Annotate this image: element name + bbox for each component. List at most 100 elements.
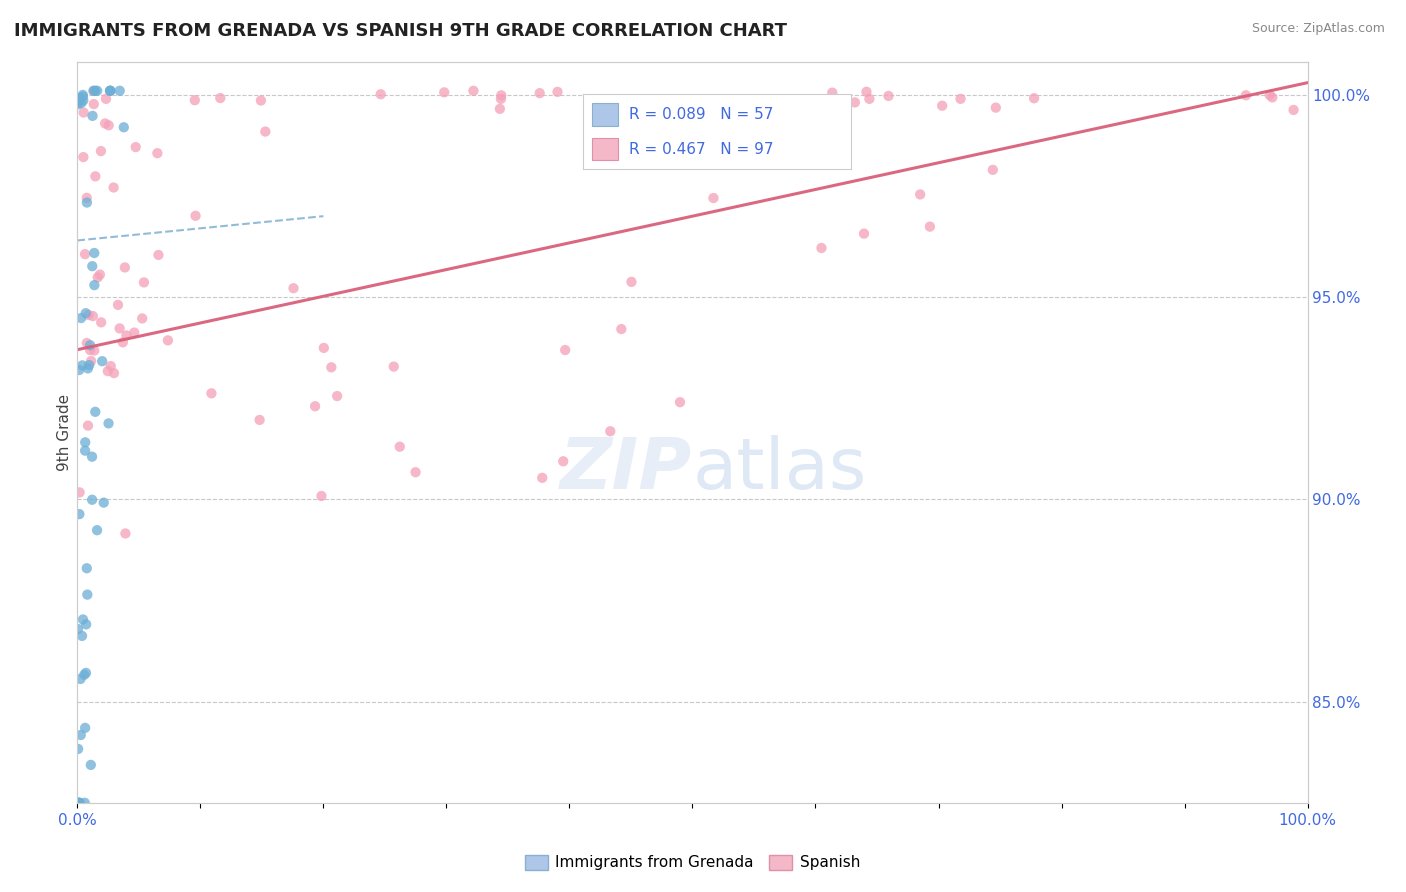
Point (108, 84, 131, 98)
Point (382, 359, 405, 374)
Point (115, 328, 138, 343)
Point (669, 395, 692, 409)
Point (489, 92, 512, 106)
Point (76, 588, 98, 602)
Point (80, 758, 103, 772)
Point (82, 309, 104, 323)
Point (249, 413, 271, 427)
Point (75, 721, 97, 735)
Point (112, 120, 135, 135)
Point (76, 191, 98, 205)
Point (1261, 90, 1284, 104)
Point (100, 84, 122, 98)
Point (111, 335, 134, 350)
Point (77, 308, 100, 322)
Point (69, 796, 91, 810)
Point (94, 92, 117, 106)
Point (69, 672, 91, 686)
Point (70, 311, 93, 326)
Point (91, 354, 114, 368)
Point (76, 361, 98, 376)
Point (86, 523, 108, 537)
Point (131, 311, 153, 326)
Point (200, 386, 222, 401)
Point (949, 92, 972, 106)
Point (67, 742, 90, 756)
Point (918, 219, 941, 234)
Point (311, 489, 333, 503)
Point (82, 109, 104, 123)
Point (529, 86, 551, 100)
Point (86, 270, 108, 285)
Point (610, 322, 633, 336)
Text: atlas: atlas (693, 435, 868, 504)
Point (72, 359, 94, 373)
Point (132, 276, 155, 290)
Point (82, 492, 104, 507)
Point (100, 359, 122, 373)
Point (98, 84, 121, 98)
Point (97, 364, 120, 378)
Point (69, 728, 91, 742)
Bar (592, 137, 619, 161)
Point (326, 389, 349, 403)
Point (599, 424, 621, 438)
Point (75, 665, 97, 680)
Point (66, 796, 89, 810)
Point (405, 465, 427, 479)
Point (107, 298, 129, 312)
Point (67, 796, 90, 810)
Point (97, 118, 120, 132)
Point (531, 471, 554, 485)
Point (370, 87, 392, 102)
Point (600, 142, 623, 156)
Point (433, 86, 456, 100)
Point (83, 97, 105, 112)
Point (83, 246, 105, 260)
Point (90, 144, 112, 158)
Point (1022, 91, 1045, 105)
Point (79, 338, 101, 352)
Point (810, 241, 832, 255)
Point (184, 93, 207, 107)
Point (103, 180, 125, 194)
Point (877, 89, 900, 103)
Text: Source: ZipAtlas.com: Source: ZipAtlas.com (1251, 22, 1385, 36)
Point (77, 358, 100, 372)
Point (73, 796, 96, 810)
Point (72, 87, 94, 102)
Point (69, 91, 91, 105)
Point (620, 275, 643, 289)
Point (463, 84, 485, 98)
Point (93, 495, 115, 509)
Point (908, 187, 931, 202)
Point (1234, 88, 1257, 103)
Point (66, 622, 89, 636)
Point (72, 89, 94, 103)
Text: R = 0.089   N = 57: R = 0.089 N = 57 (628, 107, 773, 121)
Point (72, 94, 94, 108)
Text: R = 0.467   N = 97: R = 0.467 N = 97 (628, 142, 773, 156)
Point (94, 116, 117, 130)
Point (83, 84, 105, 98)
Point (146, 146, 169, 161)
Point (114, 526, 136, 541)
Point (83, 343, 105, 358)
Point (855, 85, 877, 99)
Point (727, 140, 749, 154)
Point (76, 561, 98, 575)
Point (70, 629, 93, 643)
Point (83, 278, 105, 293)
Point (209, 91, 232, 105)
Point (86, 84, 108, 98)
Point (75, 617, 97, 632)
Point (312, 341, 335, 355)
Point (67, 363, 90, 377)
Point (75, 443, 97, 458)
Point (66, 97, 89, 112)
Point (66, 95, 89, 109)
Point (773, 95, 796, 110)
Point (491, 88, 513, 103)
Point (283, 281, 305, 295)
Point (84, 84, 107, 98)
